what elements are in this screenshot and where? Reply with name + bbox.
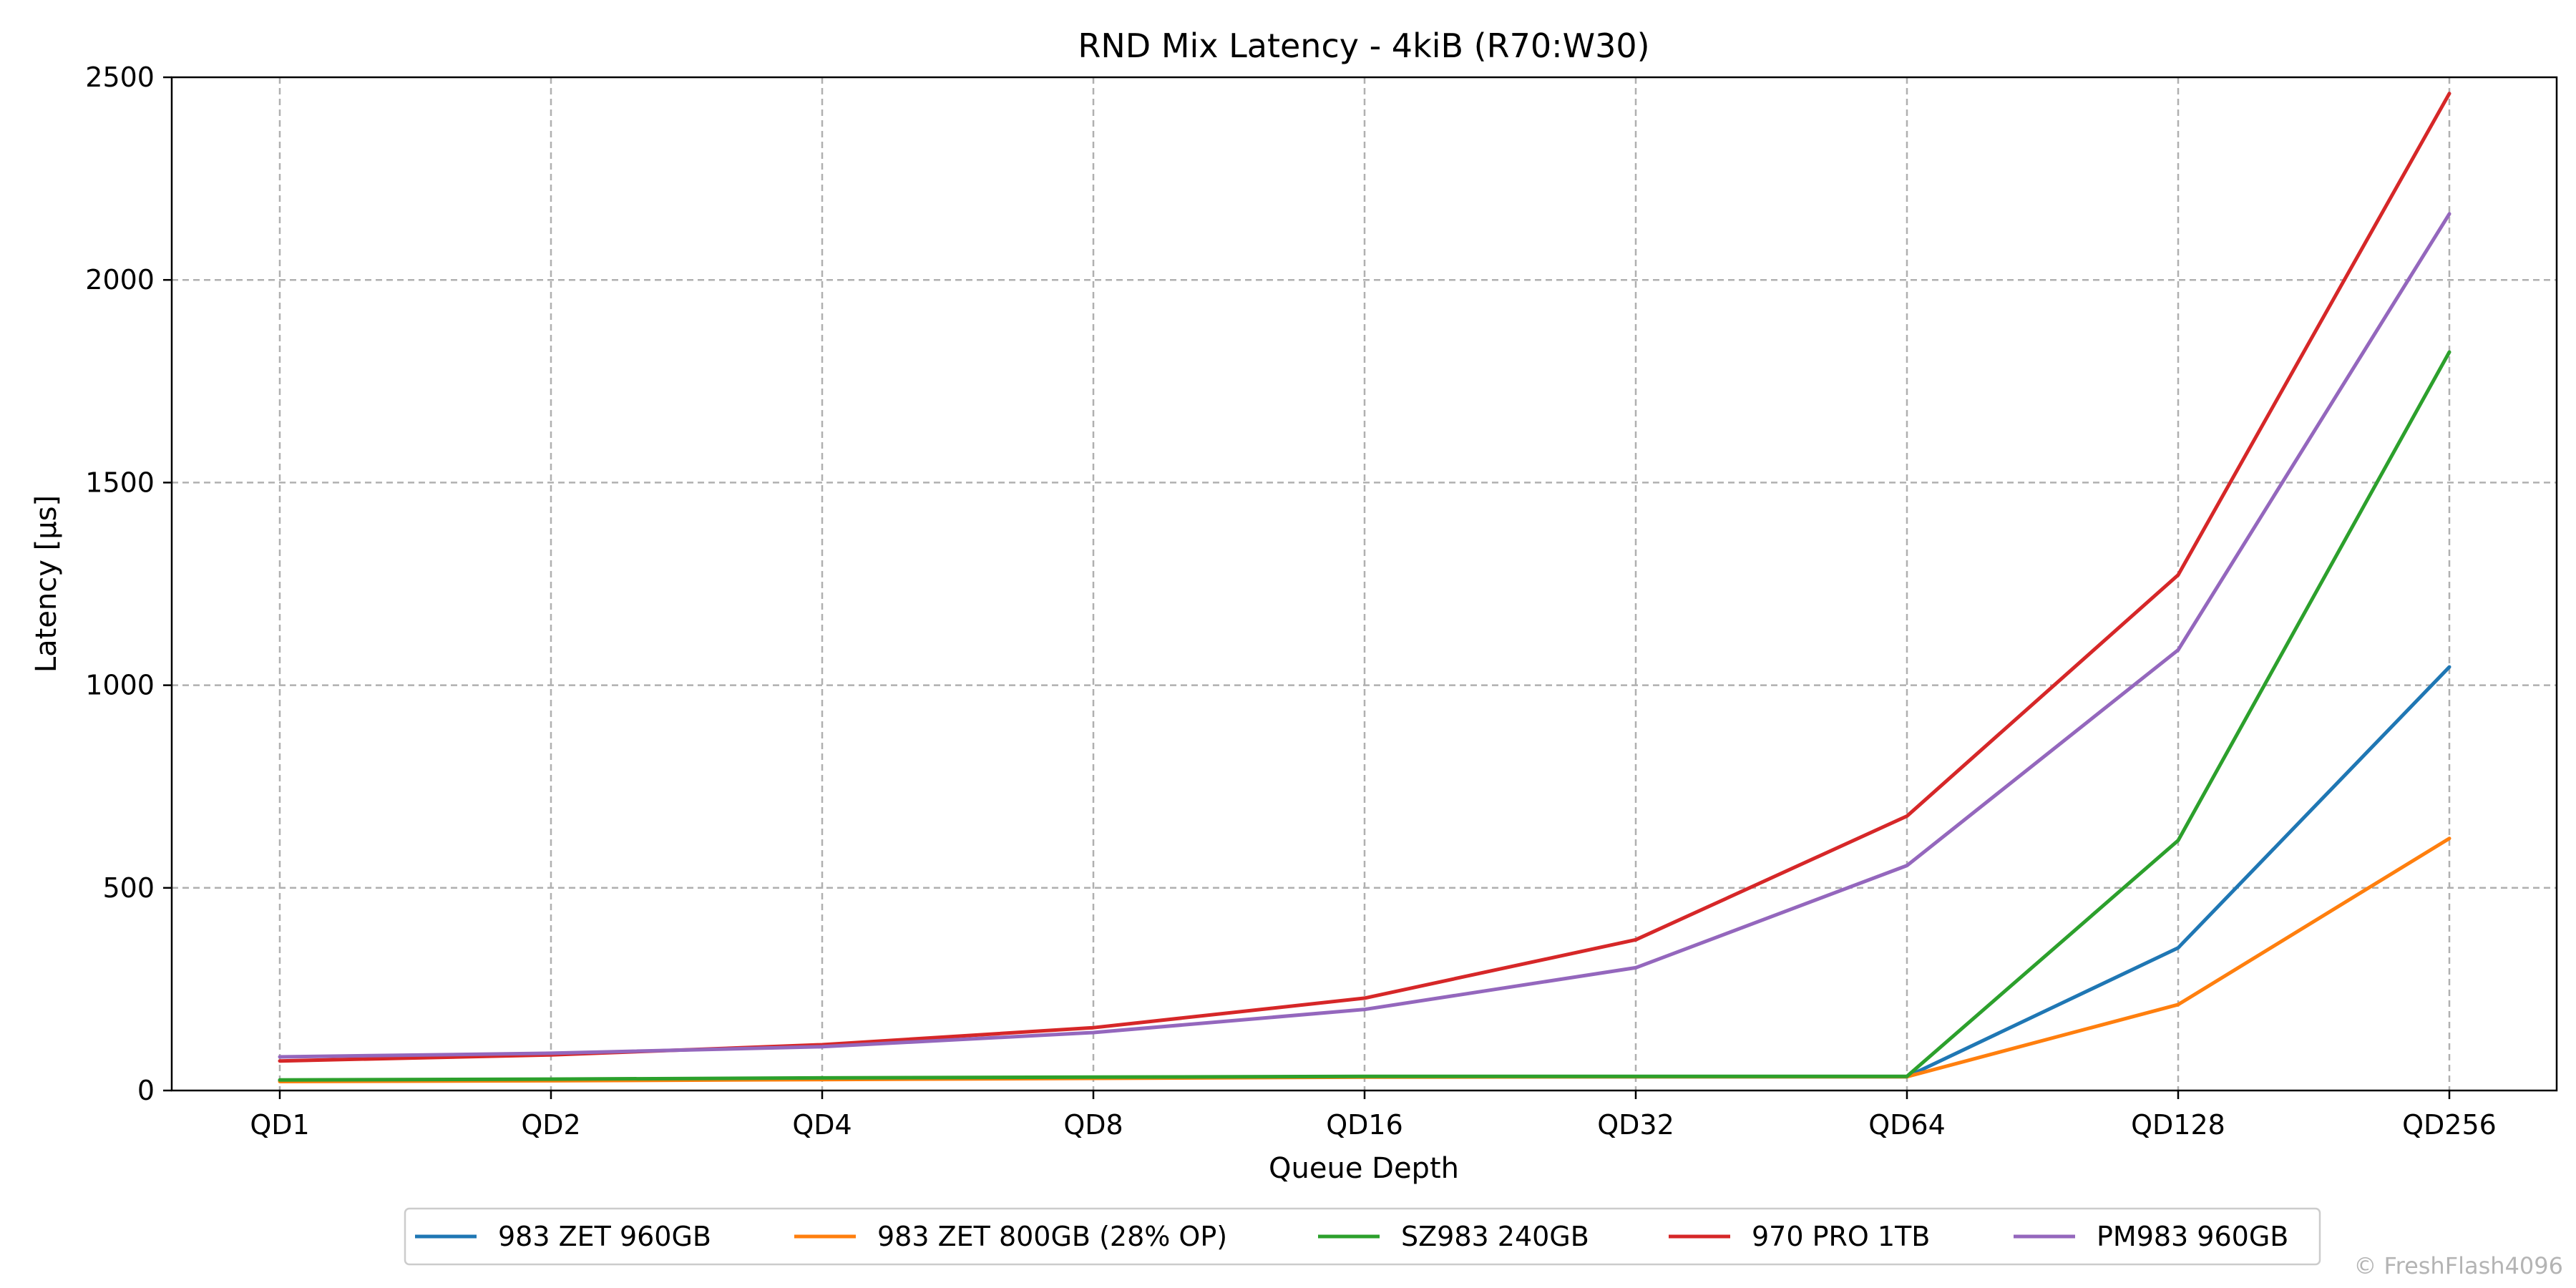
watermark: © FreshFlash4096 [2353, 1252, 2563, 1279]
x-tick-label: QD128 [2131, 1109, 2225, 1141]
legend-label-4: 970 PRO 1TB [1752, 1221, 1930, 1252]
legend-label-5: PM983 960GB [2097, 1221, 2288, 1252]
x-tick-label: QD1 [250, 1109, 309, 1141]
y-tick-label: 500 [102, 872, 155, 904]
y-tick-label: 1500 [85, 467, 155, 498]
x-tick-label: QD4 [792, 1109, 852, 1141]
y-tick-label: 2000 [85, 264, 155, 296]
grid-lines [172, 77, 2557, 1091]
series-lines [278, 92, 2451, 1083]
legend-label-2: 983 ZET 800GB (28% OP) [877, 1221, 1227, 1252]
legend: 983 ZET 960GB 983 ZET 800GB (28% OP) SZ983… [404, 1207, 2321, 1266]
y-tick-label: 0 [137, 1075, 155, 1106]
axis-ticks: QD1 QD2 QD4 QD8 QD16 QD32 QD64 QD128 QD256 0 500 10… [85, 62, 2497, 1141]
y-axis-label: Latency [µs] [30, 495, 63, 673]
x-tick-label: QD256 [2402, 1109, 2497, 1141]
series-line-5 [278, 212, 2451, 1059]
x-tick-label: QD16 [1326, 1109, 1403, 1141]
y-tick-label: 2500 [85, 62, 155, 93]
legend-label-3: SZ983 240GB [1401, 1221, 1589, 1252]
series-line-3 [278, 350, 2451, 1082]
chart-title: RND Mix Latency - 4kiB (R70:W30) [1078, 26, 1649, 65]
x-axis-label: Queue Depth [1269, 1152, 1459, 1185]
x-tick-label: QD2 [521, 1109, 580, 1141]
legend-label-1: 983 ZET 960GB [498, 1221, 711, 1252]
x-tick-label: QD64 [1868, 1109, 1946, 1141]
x-tick-label: QD8 [1063, 1109, 1123, 1141]
x-tick-label: QD32 [1597, 1109, 1674, 1141]
y-tick-label: 1000 [85, 670, 155, 701]
